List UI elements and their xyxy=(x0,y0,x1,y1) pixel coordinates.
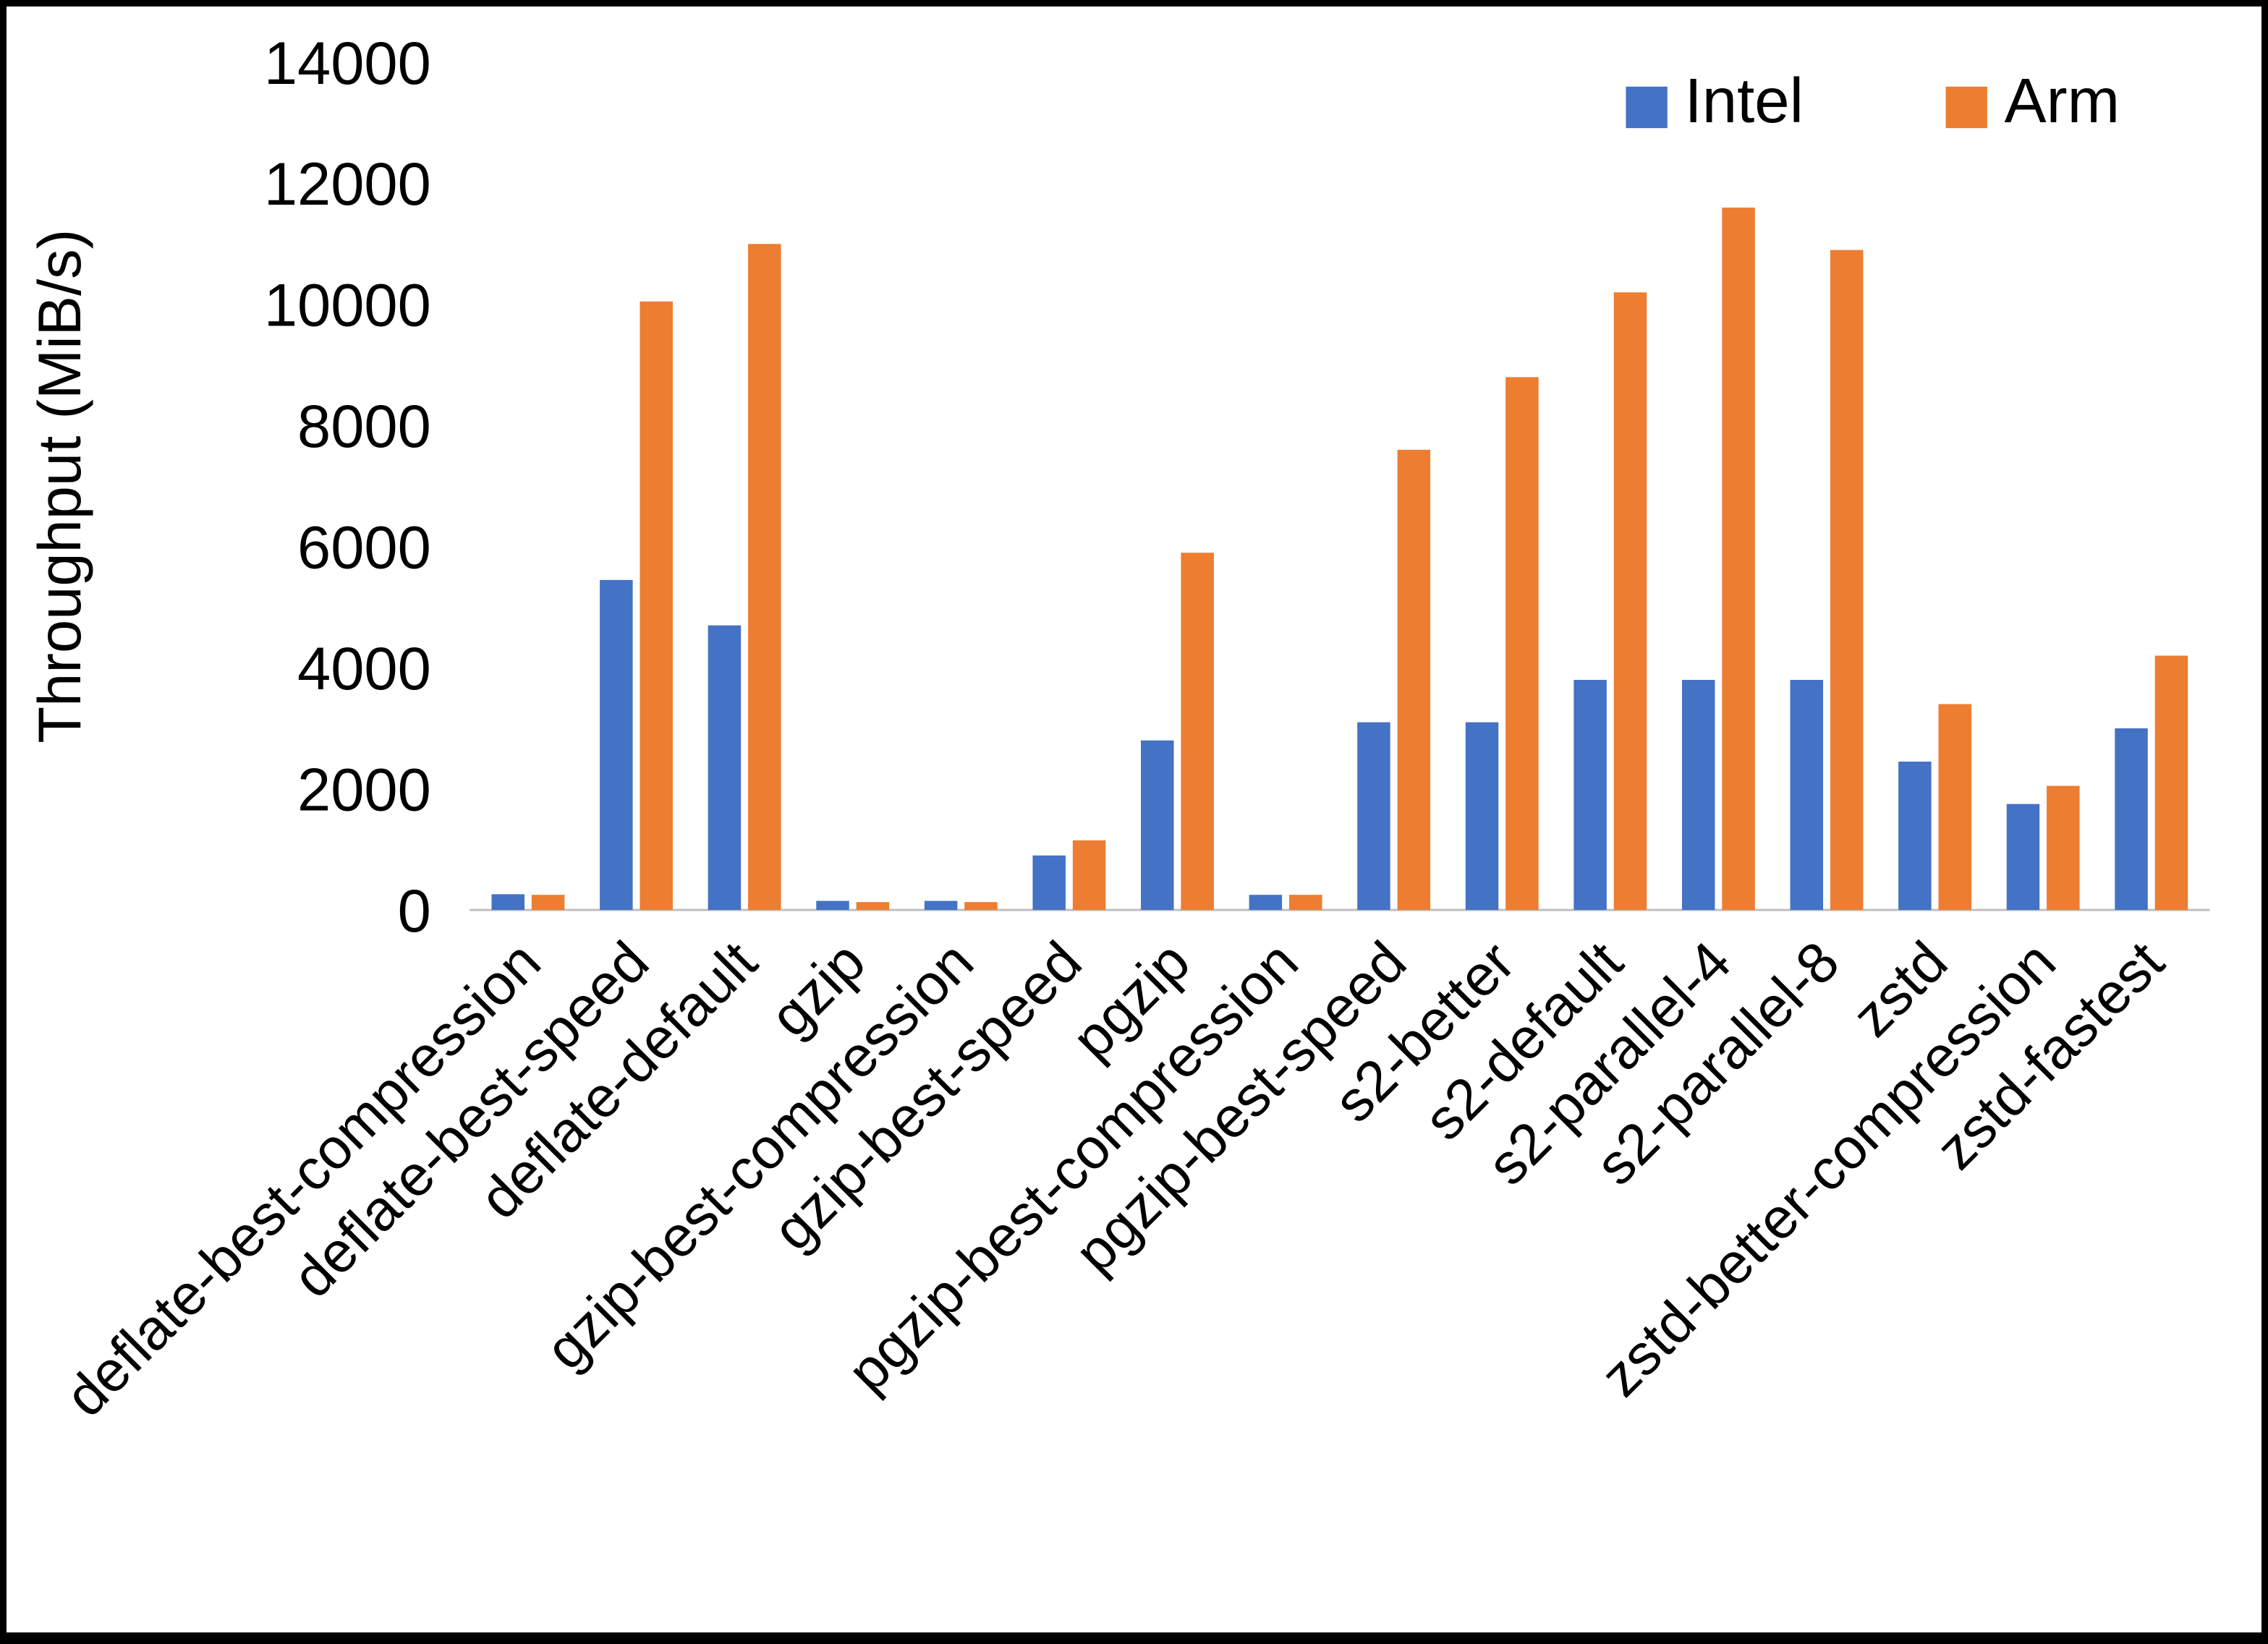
legend-swatch-arm xyxy=(1945,86,1987,129)
bar-arm-pgzip xyxy=(1181,553,1214,911)
bar-arm-deflate-default xyxy=(748,244,781,911)
y-tick-label: 2000 xyxy=(297,756,431,823)
bar-arm-pgzip-best-speed xyxy=(1397,449,1431,911)
y-tick-label: 10000 xyxy=(264,272,431,339)
bar-intel-gzip-best-speed xyxy=(1032,855,1066,911)
bar-arm-zstd xyxy=(1938,704,1972,911)
bar-intel-pgzip xyxy=(1141,740,1174,911)
bar-intel-zstd xyxy=(1898,762,1932,911)
bar-intel-pgzip-best-compression xyxy=(1249,895,1283,911)
y-tick-label: 12000 xyxy=(264,150,431,218)
bar-arm-s2-parallel-8 xyxy=(1830,250,1864,911)
bar-intel-gzip xyxy=(816,900,849,911)
y-tick-label: 8000 xyxy=(297,393,431,460)
y-tick-label: 4000 xyxy=(297,635,431,702)
bar-intel-zstd-better-compression xyxy=(2006,804,2040,911)
bar-intel-deflate-default xyxy=(708,625,742,911)
legend-label-intel: Intel xyxy=(1685,66,1804,136)
bar-arm-deflate-best-compression xyxy=(531,895,565,911)
chart-svg: 0 2000 4000 6000 8000 10000 12000 14000 Throughp… xyxy=(26,30,2210,1428)
bar-intel-zstd-fastest xyxy=(2115,728,2148,911)
y-tick-label: 14000 xyxy=(264,30,431,97)
y-tick-label: 6000 xyxy=(297,514,431,582)
legend-label-arm: Arm xyxy=(2005,66,2120,136)
bar-intel-deflate-best-compression xyxy=(491,894,524,911)
bar-arm-gzip-best-compression xyxy=(964,902,998,911)
bar-intel-s2-parallel-4 xyxy=(1681,680,1715,911)
bar-intel-s2-parallel-8 xyxy=(1790,680,1824,911)
bar-intel-s2-better xyxy=(1465,722,1499,911)
bar-arm-gzip-best-speed xyxy=(1072,840,1106,911)
bar-intel-gzip-best-compression xyxy=(924,900,958,911)
bar-intel-s2-default xyxy=(1573,680,1607,911)
bar-arm-s2-better xyxy=(1505,377,1539,911)
bar-arm-s2-parallel-4 xyxy=(1722,208,1755,911)
bar-arm-zstd-better-compression xyxy=(2047,785,2080,911)
y-tick-label: 0 xyxy=(398,877,431,945)
y-axis-title: Throughput (MiB/s) xyxy=(26,229,93,744)
legend-swatch-intel xyxy=(1626,86,1668,129)
bar-arm-pgzip-best-compression xyxy=(1288,895,1322,911)
bar-arm-s2-default xyxy=(1613,292,1647,911)
bar-arm-deflate-best-speed xyxy=(640,301,673,911)
bar-intel-pgzip-best-speed xyxy=(1357,722,1390,911)
bar-intel-deflate-best-speed xyxy=(600,579,633,911)
bar-arm-zstd-fastest xyxy=(2154,655,2188,911)
bar-arm-gzip xyxy=(856,902,890,911)
